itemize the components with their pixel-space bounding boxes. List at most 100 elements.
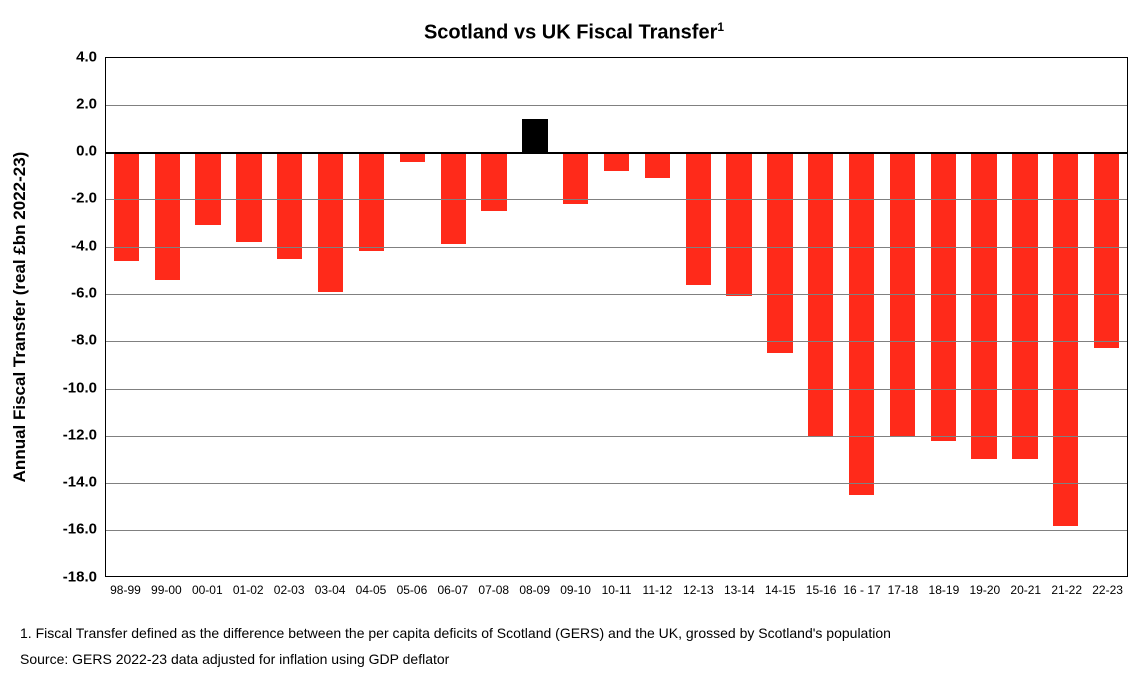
gridline [106,436,1127,437]
x-tick: 14-15 [760,583,801,597]
plot-column: 4.02.00.0-2.0-4.0-6.0-8.0-10.0-12.0-14.0… [50,57,1128,577]
x-tick: 09-10 [555,583,596,597]
y-axis-label: Annual Fiscal Transfer (real £bn 2022-23… [10,151,30,482]
bar [359,152,384,251]
x-axis: 98-9999-0000-0101-0202-0303-0404-0505-06… [105,583,1128,597]
y-tick: -14.0 [63,474,97,491]
bar [195,152,220,225]
bar-slot [106,58,147,576]
bar [155,152,180,280]
bar-slot [351,58,392,576]
y-axis: 4.02.00.0-2.0-4.0-6.0-8.0-10.0-12.0-14.0… [50,57,105,577]
bar-slot [229,58,270,576]
y-tick: -16.0 [63,521,97,538]
bar-slot [392,58,433,576]
plot-area [105,57,1128,577]
y-tick: -12.0 [63,426,97,443]
y-tick: 4.0 [76,48,97,65]
zero-line [106,152,1127,154]
y-tick: 0.0 [76,143,97,160]
bar [931,152,956,440]
bar [481,152,506,211]
x-tick: 16 - 17 [842,583,883,597]
bar-slot [474,58,515,576]
bar [236,152,261,242]
x-tick: 03-04 [310,583,351,597]
y-tick: -18.0 [63,568,97,585]
bar [849,152,874,495]
chart-area: Annual Fiscal Transfer (real £bn 2022-23… [20,57,1128,577]
y-label-wrap: Annual Fiscal Transfer (real £bn 2022-23… [20,57,50,577]
bar-slot [923,58,964,576]
bar-slot [269,58,310,576]
bar [971,152,996,459]
gridline [106,247,1127,248]
bar-slot [1045,58,1086,576]
bar [645,152,670,178]
bar [563,152,588,204]
x-tick: 12-13 [678,583,719,597]
gridline [106,341,1127,342]
bar [604,152,629,171]
y-tick: -2.0 [71,190,97,207]
gridline [106,530,1127,531]
bar-slot [637,58,678,576]
bar [277,152,302,258]
bar-slot [433,58,474,576]
bar-slot [882,58,923,576]
bar-slot [147,58,188,576]
x-tick: 08-09 [514,583,555,597]
x-tick: 22-23 [1087,583,1128,597]
bar-slot [964,58,1005,576]
x-tick: 01-02 [228,583,269,597]
chart-container: Scotland vs UK Fiscal Transfer1 Annual F… [20,20,1128,667]
x-tick: 18-19 [923,583,964,597]
bar [686,152,711,284]
x-tick: 98-99 [105,583,146,597]
x-tick: 11-12 [637,583,678,597]
bar-slot [555,58,596,576]
chart-title: Scotland vs UK Fiscal Transfer1 [20,20,1128,45]
bar [522,119,547,152]
bar-slot [719,58,760,576]
x-tick: 17-18 [883,583,924,597]
bars-layer [106,58,1127,576]
x-tick: 07-08 [473,583,514,597]
gridline [106,105,1127,106]
bar-slot [841,58,882,576]
x-tick: 04-05 [351,583,392,597]
x-tick: 10-11 [596,583,637,597]
gridline [106,199,1127,200]
bar [726,152,751,296]
bar-slot [514,58,555,576]
gridline [106,389,1127,390]
footnote: 1. Fiscal Transfer defined as the differ… [20,625,1128,641]
bar-slot [310,58,351,576]
bar-slot [678,58,719,576]
gridline [106,483,1127,484]
chart-title-sup: 1 [717,20,724,34]
x-tick: 99-00 [146,583,187,597]
gridline [106,294,1127,295]
bar [767,152,792,353]
y-tick: -6.0 [71,285,97,302]
x-tick: 19-20 [964,583,1005,597]
x-tick: 21-22 [1046,583,1087,597]
x-tick: 15-16 [801,583,842,597]
x-tick: 13-14 [719,583,760,597]
bar-slot [800,58,841,576]
y-tick: -8.0 [71,332,97,349]
bar [441,152,466,244]
bar [114,152,139,261]
x-tick: 06-07 [432,583,473,597]
bar-slot [188,58,229,576]
source-line: Source: GERS 2022-23 data adjusted for i… [20,651,1128,667]
x-tick: 20-21 [1005,583,1046,597]
bar [1012,152,1037,459]
bar [1053,152,1078,525]
x-tick: 05-06 [391,583,432,597]
bar-slot [760,58,801,576]
y-tick: -4.0 [71,237,97,254]
bar-slot [1086,58,1127,576]
bar-slot [1005,58,1046,576]
